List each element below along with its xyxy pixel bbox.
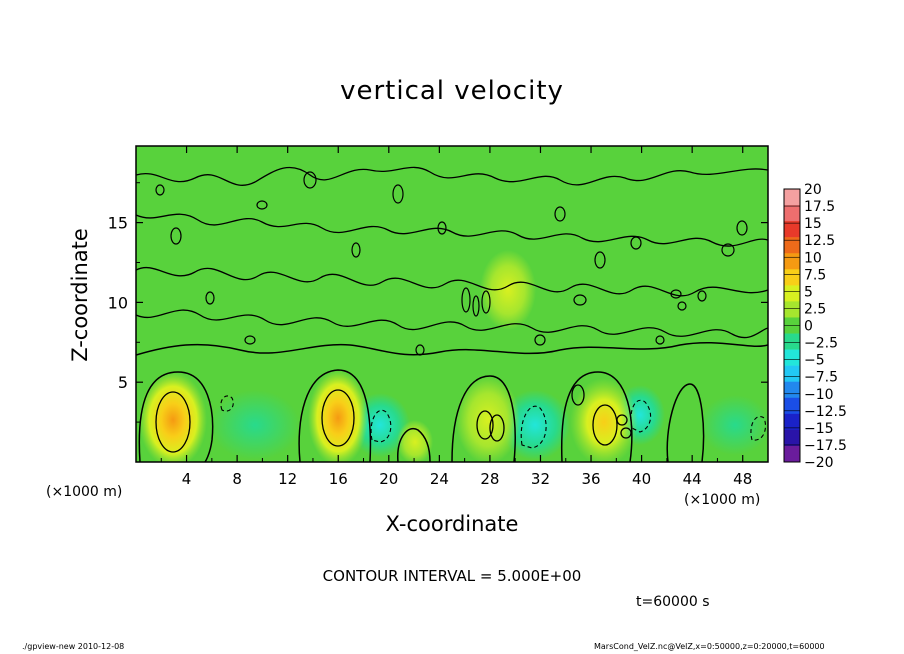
- x-tick-label: 16: [329, 470, 348, 488]
- updraft-field: [570, 378, 638, 462]
- colorbar-swatch: [784, 365, 800, 383]
- updraft-field: [397, 420, 433, 462]
- small-contour-islands: [155, 171, 748, 356]
- updraft-field: [139, 372, 207, 462]
- colorbar-swatch: [784, 221, 800, 238]
- colorbar-swatch: [784, 269, 800, 286]
- x-axis-unit-left: (×1000 m): [46, 484, 123, 500]
- colorbar-label: 12.5: [804, 233, 835, 249]
- x-tick-label: 44: [683, 470, 702, 488]
- colorbar-label: −2.5: [804, 336, 838, 352]
- colorbar-label: 10: [804, 250, 822, 266]
- colorbar-swatch: [784, 381, 800, 399]
- colorbar-swatch: [784, 237, 800, 254]
- y-axis-label-container: Z-coordinate: [60, 140, 100, 450]
- updraft-contours: [155, 384, 632, 453]
- x-tick-label: 36: [581, 470, 600, 488]
- footer-right-text: MarsCond_VelZ.nc@VelZ,x=0:50000,z=0:2000…: [594, 642, 825, 651]
- x-axis-label: X-coordinate: [385, 512, 519, 536]
- colorbar-swatch: [784, 349, 800, 366]
- contour-interval-text: CONTOUR INTERVAL = 5.000E+00: [322, 567, 582, 585]
- colorbar-label: 20: [804, 182, 822, 198]
- plot-area: [135, 145, 769, 463]
- y-axis-label: Z-coordinate: [68, 228, 92, 362]
- x-tick-label: 40: [632, 470, 651, 488]
- downdraft-field: [700, 395, 768, 455]
- x-tick-label: 28: [480, 470, 499, 488]
- plot-frame: [135, 145, 769, 463]
- colorbar-label: 0: [804, 319, 813, 335]
- downdraft-contours: [220, 395, 767, 449]
- colorbar-label: 7.5: [804, 267, 826, 283]
- colorbar-label: 17.5: [804, 199, 835, 215]
- updraft-field: [308, 370, 368, 462]
- colorbar-swatch: [784, 445, 800, 463]
- downdraft-field: [210, 390, 300, 460]
- x-tick-label: 48: [733, 470, 752, 488]
- colorbar-label: −5: [804, 353, 825, 369]
- colorbar-swatch: [784, 205, 800, 222]
- y-axis: 5 10 15: [108, 182, 768, 423]
- colorbar-swatch: [784, 397, 800, 415]
- colorbar-label: −12.5: [804, 404, 847, 420]
- chart-title: vertical velocity: [340, 76, 564, 106]
- y-tick-label: 15: [108, 214, 128, 233]
- x-tick-label: 32: [531, 470, 550, 488]
- x-tick-label: 20: [379, 470, 398, 488]
- colorbar-label: 5: [804, 284, 813, 300]
- colorbar-label: −17.5: [804, 438, 847, 454]
- colorbar-label: 2.5: [804, 301, 826, 317]
- zero-contours: [136, 342, 768, 462]
- x-tick-label: 12: [278, 470, 297, 488]
- footer-left-text: ./gpview-new 2010-12-08: [22, 642, 125, 651]
- y-tick-label: 10: [108, 293, 128, 312]
- colorbar-swatch: [784, 285, 800, 302]
- x-axis-unit-right: (×1000 m): [684, 492, 761, 508]
- colorbar-swatch: [784, 333, 800, 350]
- colorbar-swatch: [784, 301, 800, 318]
- y-tick-label: 5: [118, 373, 128, 392]
- colorbar-label: −20: [804, 455, 834, 471]
- x-tick-label: 24: [430, 470, 449, 488]
- colorbar-label: −7.5: [804, 370, 838, 386]
- colorbar-label: −10: [804, 387, 834, 403]
- colorbar-swatch: [784, 253, 800, 270]
- time-label: t=60000 s: [636, 594, 710, 610]
- colorbar-swatch: [784, 413, 800, 431]
- updraft-field: [456, 376, 520, 462]
- x-axis: 4 8 12 16 20 24 28 32 36 40 44 48: [160, 146, 752, 488]
- x-tick-label: 4: [182, 470, 192, 488]
- velocity-field: [136, 166, 768, 462]
- upper-contours: [136, 166, 768, 339]
- x-tick-label: 8: [232, 470, 242, 488]
- colorbar-label: −15: [804, 421, 834, 437]
- colorbar-swatch: [784, 189, 800, 206]
- colorbar-swatch: [784, 429, 800, 447]
- updraft-field: [480, 250, 536, 330]
- colorbar-label: 15: [804, 216, 822, 232]
